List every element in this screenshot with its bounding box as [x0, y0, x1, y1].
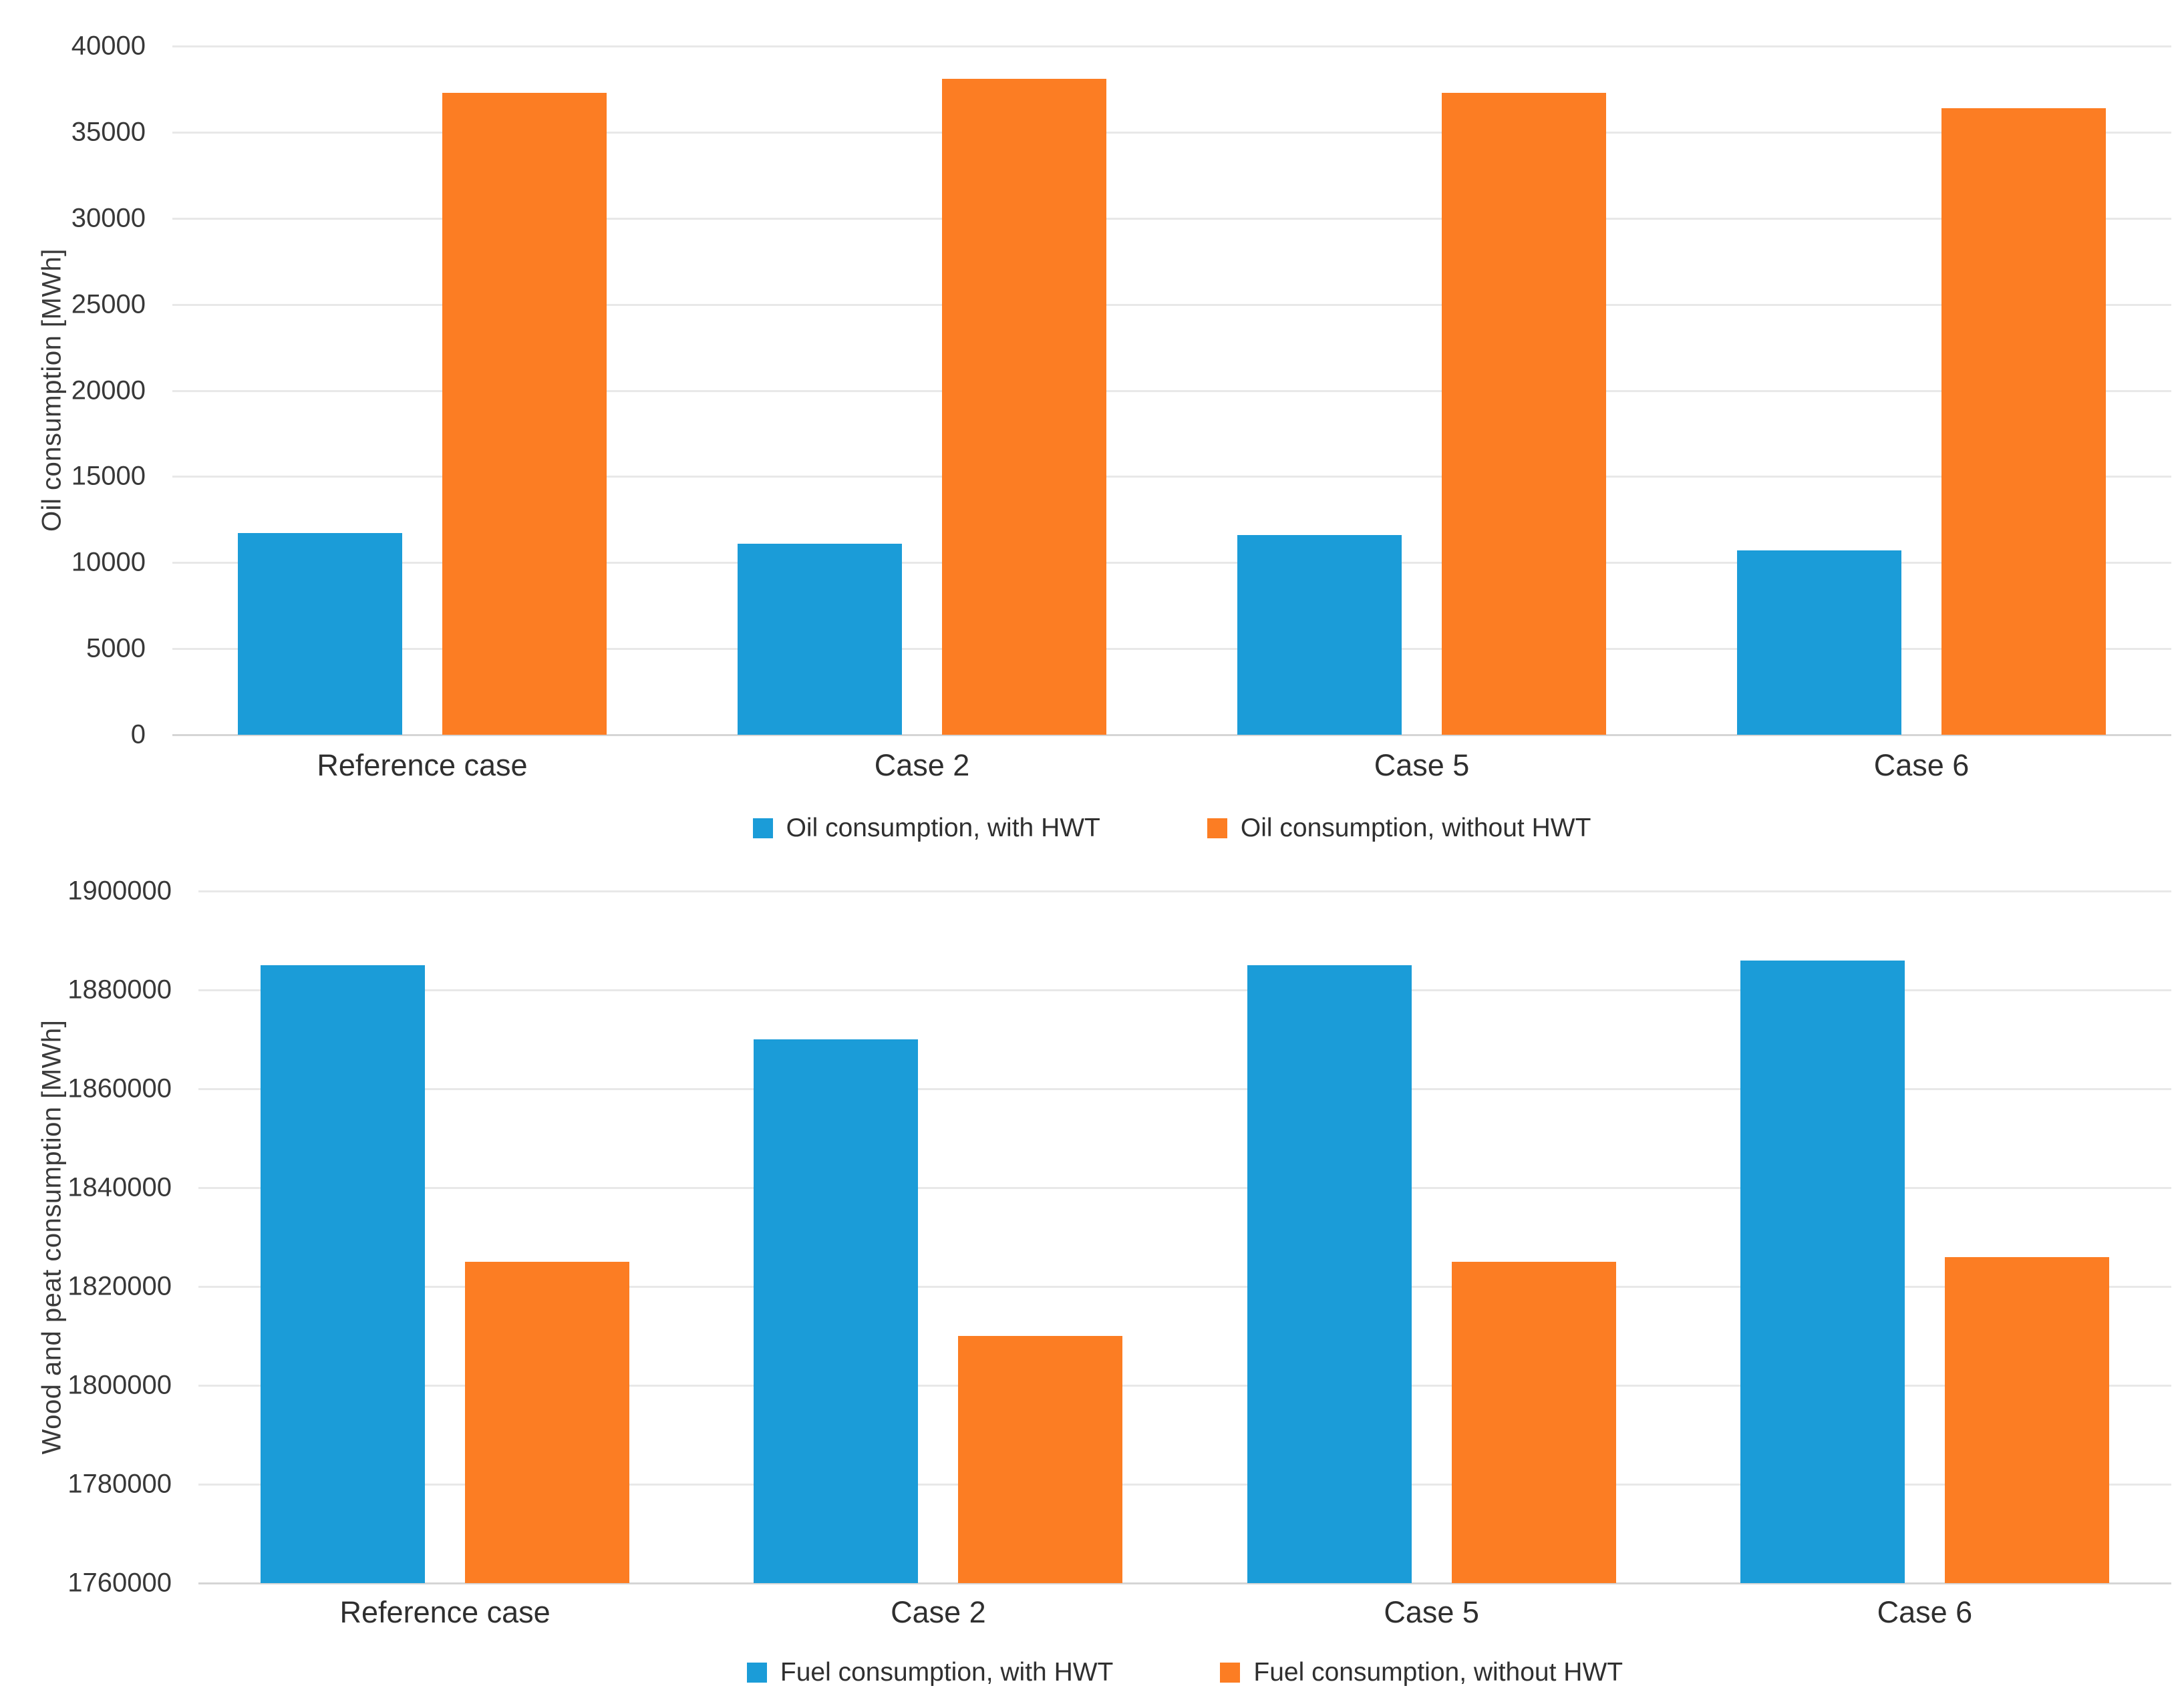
- legend: Oil consumption, with HWT Oil consumption…: [172, 810, 2171, 847]
- y-tick-label: 1760000: [67, 1568, 172, 1598]
- x-axis-line: [198, 1582, 2171, 1584]
- x-category-label: Case 2: [874, 748, 970, 782]
- bar-group: [1185, 891, 1678, 1583]
- y-axis-ticks: 40000 35000 30000 25000 20000 15000 10000 5000 0: [27, 31, 146, 749]
- legend-swatch-icon: [746, 1663, 767, 1683]
- y-tick-label: 1880000: [67, 975, 172, 1005]
- legend-item: Fuel consumption, with HWT: [746, 1658, 1114, 1687]
- gridline: [198, 989, 2171, 991]
- y-tick-label: 35000: [71, 117, 146, 147]
- bar: [1237, 535, 1402, 735]
- bar: [1944, 1256, 2109, 1583]
- x-axis-labels: Reference case Case 2 Case 5 Case 6: [198, 1595, 2171, 1635]
- gridline: [198, 1385, 2171, 1387]
- gridline: [198, 890, 2171, 892]
- fuel-consumption-chart: Wood and peat consumption [MWh] 1900000 1…: [0, 855, 2182, 1708]
- x-category-label: Case 5: [1374, 748, 1470, 782]
- bar: [1941, 108, 2106, 735]
- gridline: [198, 1088, 2171, 1090]
- gridline: [198, 1187, 2171, 1189]
- y-tick-label: 1780000: [67, 1469, 172, 1499]
- y-tick-label: 1820000: [67, 1271, 172, 1301]
- bar: [754, 1039, 919, 1583]
- legend-label: Fuel consumption, with HWT: [780, 1658, 1114, 1687]
- bar: [465, 1262, 630, 1583]
- bar: [1740, 960, 1905, 1583]
- bar: [1247, 965, 1412, 1583]
- bar: [1451, 1262, 1616, 1583]
- x-category-label: Case 6: [1873, 748, 1970, 782]
- y-tick-label: 1800000: [67, 1370, 172, 1400]
- bar: [958, 1336, 1123, 1583]
- gridline: [172, 303, 2171, 306]
- bar-group: [198, 891, 691, 1583]
- y-tick-label: 10000: [71, 547, 146, 577]
- oil-consumption-chart: Oil consumption [MWh] 40000 35000 30000 250…: [27, 31, 2171, 847]
- bar: [261, 965, 426, 1583]
- bar-groups: [172, 46, 2171, 735]
- bar: [1737, 550, 1901, 735]
- y-tick-label: 1840000: [67, 1172, 172, 1202]
- gridline: [172, 648, 2171, 651]
- y-tick-label: 1860000: [67, 1073, 172, 1103]
- bar: [238, 533, 402, 735]
- y-tick-label: 40000: [71, 31, 146, 61]
- gridline: [172, 562, 2171, 564]
- legend-item: Fuel consumption, without HWT: [1220, 1658, 1623, 1687]
- gridline: [172, 389, 2171, 392]
- bar-groups: [198, 891, 2171, 1583]
- x-category-label: Case 5: [1384, 1595, 1479, 1629]
- legend-label: Oil consumption, with HWT: [786, 814, 1100, 842]
- legend-item: Oil consumption, with HWT: [752, 814, 1100, 843]
- y-tick-label: 30000: [71, 203, 146, 233]
- legend-item: Oil consumption, without HWT: [1207, 814, 1591, 843]
- x-category-label: Reference case: [339, 1595, 551, 1629]
- legend-swatch-icon: [752, 818, 773, 838]
- gridline: [172, 476, 2171, 478]
- y-axis-ticks: 1900000 1880000 1860000 1840000 1820000 18000…: [27, 876, 172, 1598]
- bar: [942, 78, 1106, 735]
- gridline: [172, 131, 2171, 134]
- legend-label: Oil consumption, without HWT: [1240, 814, 1591, 842]
- bar-group: [172, 46, 672, 735]
- y-tick-label: 1900000: [67, 876, 172, 906]
- gridline: [198, 1484, 2171, 1486]
- legend: Fuel consumption, with HWT Fuel consumpti…: [198, 1654, 2171, 1691]
- bar: [738, 543, 902, 735]
- gridline: [198, 1286, 2171, 1288]
- y-tick-label: 25000: [71, 289, 146, 319]
- legend-swatch-icon: [1207, 818, 1227, 838]
- gridline: [172, 45, 2171, 47]
- legend-swatch-icon: [1220, 1663, 1241, 1683]
- legend-label: Fuel consumption, without HWT: [1253, 1658, 1623, 1687]
- y-tick-label: 15000: [71, 461, 146, 491]
- gridline: [172, 217, 2171, 220]
- bar-group: [1678, 891, 2171, 1583]
- x-axis-labels: Reference case Case 2 Case 5 Case 6: [172, 748, 2171, 788]
- bar-group: [1672, 46, 2171, 735]
- bar-group: [1172, 46, 1672, 735]
- bar: [1442, 92, 1606, 735]
- x-category-label: Case 2: [891, 1595, 986, 1629]
- x-category-label: Case 6: [1877, 1595, 1973, 1629]
- y-tick-label: 20000: [71, 375, 146, 405]
- y-tick-label: 5000: [86, 633, 146, 663]
- y-tick-label: 0: [130, 719, 146, 749]
- plot-area: [198, 890, 2171, 1584]
- bar-group: [672, 46, 1172, 735]
- x-axis-line: [172, 734, 2171, 736]
- bar: [442, 92, 607, 735]
- x-category-label: Reference case: [317, 748, 528, 782]
- plot-area: [172, 45, 2171, 736]
- bar-group: [691, 891, 1185, 1583]
